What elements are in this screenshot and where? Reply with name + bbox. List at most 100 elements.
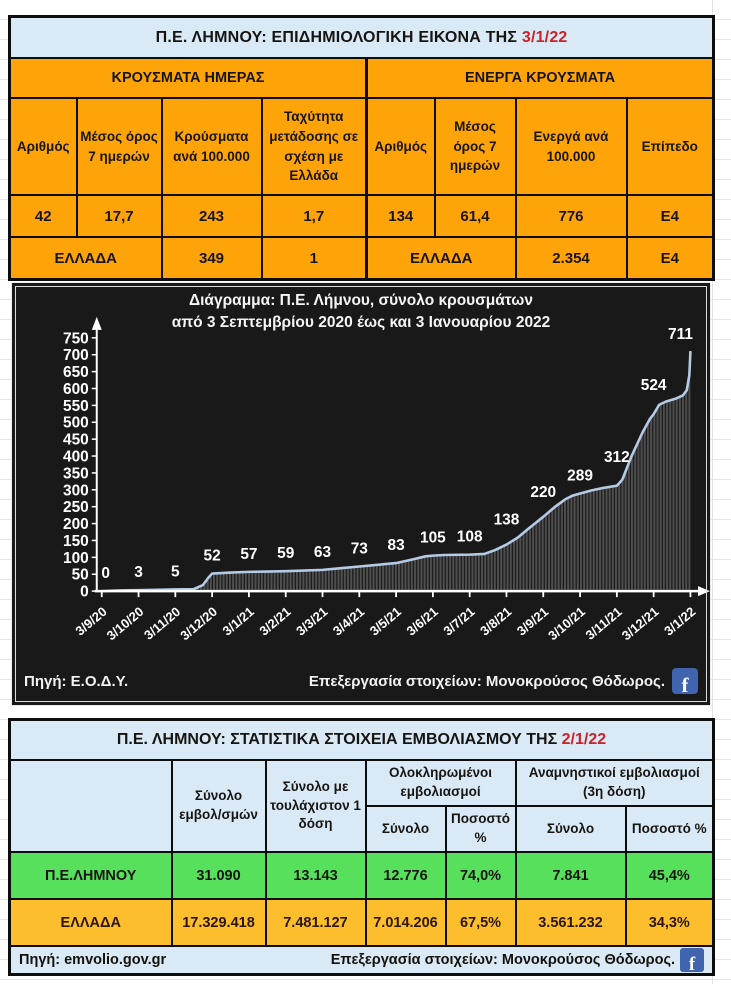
svg-text:5: 5 <box>171 563 180 580</box>
vax-title-text: Π.Ε. ΛΗΜΝΟΥ: ΣΤΑΤΙΣΤΙΚΑ ΣΤΟΙΧΕΙΑ ΕΜΒΟΛΙΑ… <box>116 731 562 748</box>
vax-greece-boost-total: 3.561.232 <box>514 898 627 947</box>
svg-text:3/4/21: 3/4/21 <box>330 604 367 639</box>
col-header-transmission-speed: Ταχύτητα μετάδοσης σε σχέση με Ελλάδα <box>260 97 368 196</box>
svg-text:3/1/22: 3/1/22 <box>661 604 698 639</box>
svg-text:250: 250 <box>63 499 89 516</box>
vax-greece-comp-pct: 67,5% <box>444 898 517 947</box>
subcol-completed-total: Σύνολο <box>364 805 447 853</box>
svg-text:105: 105 <box>420 530 446 547</box>
epi-title-date: 3/1/22 <box>521 28 568 46</box>
cumulative-cases-chart-panel: Διάγραμμα: Π.Ε. Λήμνου, σύνολο κρουσμάτω… <box>11 282 711 706</box>
svg-text:650: 650 <box>63 364 89 381</box>
svg-text:3/1/21: 3/1/21 <box>220 604 257 639</box>
group-header-completed: Ολοκληρωμένοι εμβολιασμοί <box>364 759 517 807</box>
svg-text:350: 350 <box>63 465 89 482</box>
vax-source-label: Πηγή: emvolio.gov.gr <box>19 952 167 968</box>
svg-text:3/2/21: 3/2/21 <box>256 604 293 639</box>
cumulative-cases-chart: 0501001502002503003504004505005506006507… <box>63 316 710 643</box>
vax-greece-label: ΕΛΛΑΔΑ <box>8 898 173 947</box>
svg-text:750: 750 <box>63 330 89 347</box>
vaccination-table-wrap: Π.Ε. ΛΗΜΝΟΥ: ΣΤΑΤΙΣΤΙΚΑ ΣΤΟΙΧΕΙΑ ΕΜΒΟΛΙΑ… <box>8 718 716 976</box>
limnos-number: 42 <box>8 194 78 238</box>
chart-credit-label: Επεξεργασία στοιχείων: Μονοκρούσος Θόδωρ… <box>308 672 665 690</box>
epi-table-title: Π.Ε. ΛΗΜΝΟΥ: ΕΠΙΔΗΜΙΟΛΟΓΙΚΗ ΕΙΚΟΝΑ ΤΗΣ 3… <box>8 15 715 59</box>
chart-footer: Πηγή: Ε.Ο.Δ.Υ. Επεξεργασία στοιχείων: Μο… <box>12 666 710 696</box>
svg-text:550: 550 <box>63 398 89 415</box>
group-header-booster: Αναμνηστικοί εμβολιασμοί (3η δόση) <box>514 759 715 807</box>
svg-text:57: 57 <box>240 546 257 563</box>
subcol-completed-pct: Ποσοστό % <box>444 805 517 853</box>
svg-text:700: 700 <box>63 347 89 364</box>
svg-text:300: 300 <box>63 482 89 499</box>
svg-text:220: 220 <box>530 484 556 501</box>
vax-limnos-label: Π.Ε.ΛΗΜΝΟΥ <box>8 851 173 900</box>
col-header-7day-avg: Μέσος όρος 7 ημερών <box>75 97 163 196</box>
limnos-active-number: 134 <box>365 194 436 238</box>
vax-limnos-boost-total: 7.841 <box>514 851 627 900</box>
greece-active-per-100k: 2.354 <box>514 236 628 281</box>
epidemiology-table: Π.Ε. ΛΗΜΝΟΥ: ΕΠΙΔΗΜΙΟΛΟΓΙΚΗ ΕΙΚΟΝΑ ΤΗΣ 3… <box>8 15 716 281</box>
limnos-7day-avg: 17,7 <box>75 194 163 238</box>
facebook-icon[interactable]: f <box>680 948 705 973</box>
facebook-icon[interactable]: f <box>672 668 698 696</box>
limnos-level: E4 <box>625 194 715 238</box>
svg-text:711: 711 <box>668 326 693 343</box>
svg-text:100: 100 <box>63 550 89 567</box>
col-header-active-per-100k: Ενεργά ανά 100.000 <box>514 97 628 196</box>
svg-text:400: 400 <box>63 449 89 466</box>
x-axis-labels: 3/9/203/10/203/11/203/12/20 3/1/21 3/2/21 3… <box>72 591 698 643</box>
svg-text:52: 52 <box>204 548 221 565</box>
svg-text:150: 150 <box>63 533 89 550</box>
vax-limnos-total: 31.090 <box>170 851 267 900</box>
vax-corner-cell <box>8 759 173 853</box>
greece-per-100k: 349 <box>160 236 263 281</box>
svg-text:73: 73 <box>351 540 369 557</box>
group-header-active-cases: ΕΝΕΡΓΑ ΚΡΟΥΣΜΑΤΑ <box>364 57 715 99</box>
greece-level: E4 <box>625 236 715 281</box>
svg-text:524: 524 <box>641 377 667 394</box>
vax-limnos-boost-pct: 45,4% <box>624 851 715 900</box>
svg-text:3/10/21: 3/10/21 <box>545 604 588 643</box>
col-header-number: Αριθμός <box>8 97 78 196</box>
greece-label-right: ΕΛΛΑΔΑ <box>365 236 517 281</box>
vax-credit-label: Επεξεργασία στοιχείων: Μονοκρούσος Θόδωρ… <box>330 952 676 968</box>
limnos-active-per-100k: 776 <box>514 194 628 238</box>
subcol-booster-total: Σύνολο <box>514 805 627 853</box>
vax-greece-comp-total: 7.014.206 <box>364 898 447 947</box>
limnos-active-7day-avg: 61,4 <box>433 194 517 238</box>
limnos-per-100k: 243 <box>160 194 263 238</box>
svg-text:3/12/20: 3/12/20 <box>177 604 220 643</box>
vax-greece-boost-pct: 34,3% <box>624 898 715 947</box>
svg-text:138: 138 <box>494 512 520 529</box>
table-row-limnos: Π.Ε.ΛΗΜΝΟΥ 31.090 13.143 12.776 74,0% 7.… <box>8 851 715 900</box>
svg-text:3/8/21: 3/8/21 <box>477 604 514 639</box>
vax-greece-total: 17.329.418 <box>170 898 267 947</box>
svg-text:59: 59 <box>277 545 295 562</box>
svg-text:108: 108 <box>457 529 483 546</box>
vax-table-title: Π.Ε. ΛΗΜΝΟΥ: ΣΤΑΤΙΣΤΙΚΑ ΣΤΟΙΧΕΙΑ ΕΜΒΟΛΙΑ… <box>8 718 715 761</box>
col-header-first-dose: Σύνολο με τουλάχιστον 1 δόση <box>264 759 367 853</box>
col-header-level: Επίπεδο <box>625 97 715 196</box>
svg-text:83: 83 <box>388 537 406 554</box>
svg-text:63: 63 <box>314 544 332 561</box>
col-header-active-number: Αριθμός <box>365 97 436 196</box>
y-axis-labels: 0501001502002503003504004505005506006507… <box>63 330 97 601</box>
svg-text:3/11/20: 3/11/20 <box>141 604 183 643</box>
subcol-booster-pct: Ποσοστό % <box>624 805 715 853</box>
group-header-day-cases: ΚΡΟΥΣΜΑΤΑ ΗΜΕΡΑΣ <box>8 57 368 99</box>
svg-text:3/11/21: 3/11/21 <box>583 604 625 643</box>
svg-text:3/3/21: 3/3/21 <box>293 604 330 639</box>
greece-label-left: ΕΛΛΑΔΑ <box>8 236 163 281</box>
svg-text:0: 0 <box>101 565 110 582</box>
col-header-per-100k: Κρούσματα ανά 100.000 <box>160 97 263 196</box>
epi-title-text: Π.Ε. ΛΗΜΝΟΥ: ΕΠΙΔΗΜΙΟΛΟΓΙΚΗ ΕΙΚΟΝΑ ΤΗΣ <box>155 28 522 46</box>
svg-text:50: 50 <box>72 567 89 584</box>
svg-text:3/7/21: 3/7/21 <box>440 604 477 639</box>
cumulative-line <box>101 350 692 593</box>
vax-limnos-first: 13.143 <box>264 851 367 900</box>
vax-limnos-comp-pct: 74,0% <box>444 851 517 900</box>
col-header-active-7day-avg: Μέσος όρος 7 ημερών <box>433 97 517 196</box>
limnos-transmission-speed: 1,7 <box>260 194 368 238</box>
svg-text:500: 500 <box>63 415 89 432</box>
vax-limnos-comp-total: 12.776 <box>364 851 447 900</box>
